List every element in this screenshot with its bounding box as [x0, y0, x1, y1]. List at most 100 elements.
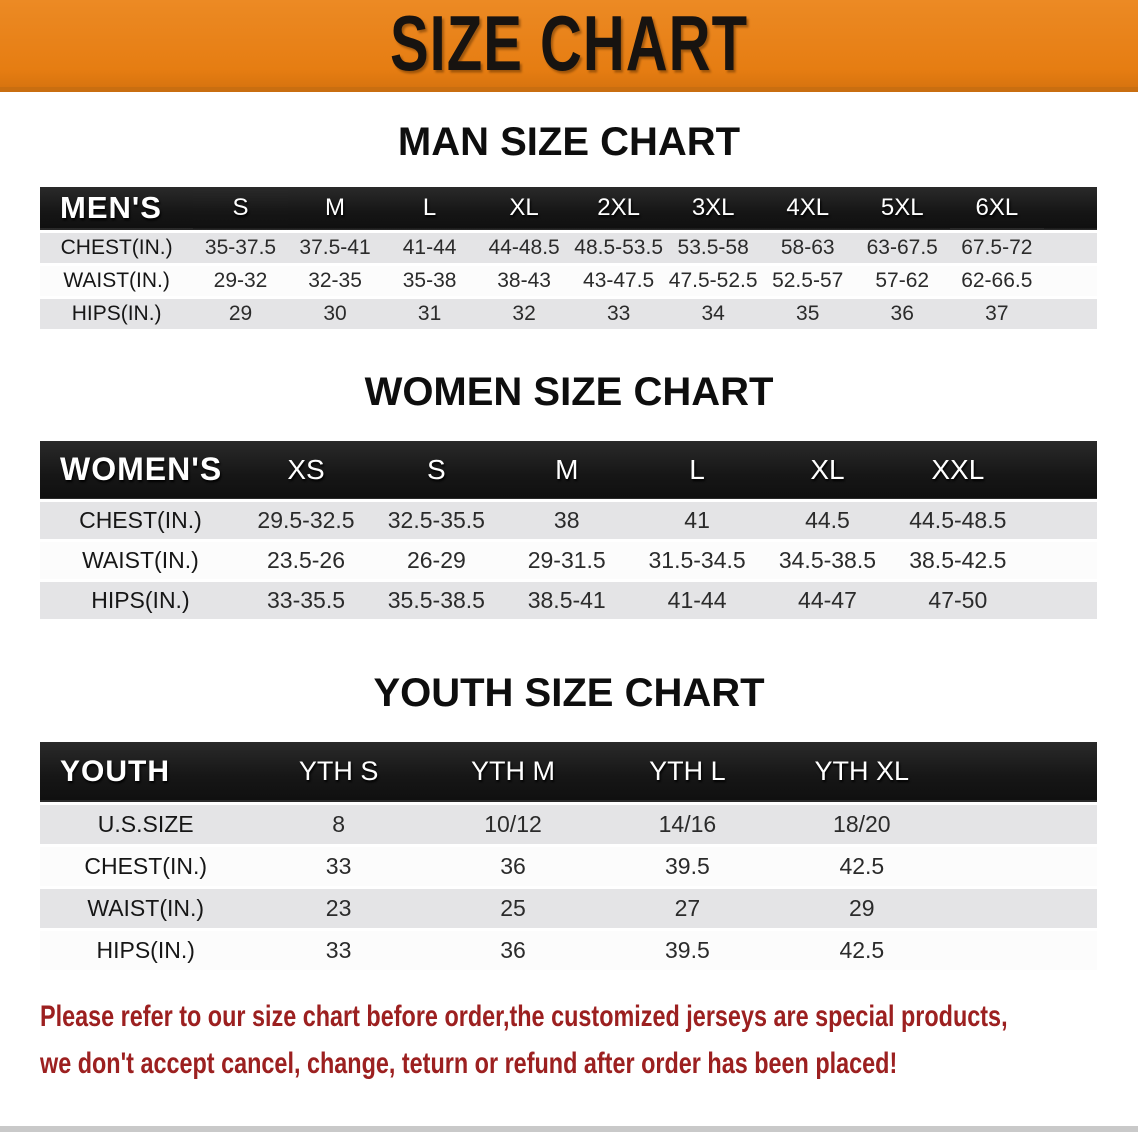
size-value-cell: 47-50 — [928, 587, 988, 613]
size-column-header: 3XL — [691, 194, 735, 222]
size-column-header: M — [325, 194, 346, 222]
size-value-cell: 39.5 — [665, 936, 710, 963]
size-value-cell: 29 — [228, 301, 253, 325]
size-value-cell: 23.5-26 — [267, 547, 346, 573]
spacer-cell — [1044, 187, 1097, 231]
size-column-header: YTH M — [471, 756, 555, 787]
spacer-cell — [1023, 541, 1097, 581]
size-value-cell: 10/12 — [484, 810, 542, 837]
table-row: CHEST(IN.) 33 36 39.5 42.5 — [40, 845, 1097, 887]
size-value-cell: 33 — [606, 301, 631, 325]
disclaimer-line-2: we don't accept cancel, change, teturn o… — [40, 1046, 898, 1080]
size-column-header: L — [422, 194, 437, 222]
size-column-header: L — [689, 453, 705, 485]
size-column-header: XL — [509, 194, 539, 222]
size-value-cell: 14/16 — [658, 810, 717, 837]
size-value-cell: 44.5-48.5 — [909, 507, 1007, 533]
size-column-header: M — [555, 453, 579, 485]
size-value-cell: 35.5-38.5 — [387, 587, 485, 613]
table-corner-label: YOUTH — [60, 754, 170, 788]
size-column-header: S — [232, 194, 249, 222]
size-value-cell: 8 — [332, 810, 345, 837]
size-value-cell: 36 — [890, 301, 914, 325]
size-value-cell: 48.5-53.5 — [574, 235, 664, 259]
size-value-cell: 32.5-35.5 — [387, 507, 485, 533]
size-value-cell: 52.5-57 — [772, 268, 844, 292]
size-value-cell: 62-66.5 — [961, 268, 1033, 292]
size-value-cell: 25 — [500, 894, 526, 921]
size-value-cell: 44.5 — [805, 507, 850, 533]
size-value-cell: 38-43 — [497, 268, 551, 292]
size-column-header: XS — [287, 453, 325, 485]
spacer-cell — [1023, 441, 1097, 501]
youth-chart-title: YOUTH SIZE CHART — [373, 671, 765, 715]
table-header-row: YOUTH YTH S YTH M YTH L YTH XL — [40, 742, 1097, 803]
size-column-header: 2XL — [597, 194, 640, 222]
size-value-cell: 36 — [500, 936, 526, 963]
size-value-cell: 27 — [674, 894, 701, 921]
size-value-cell: 41-44 — [667, 587, 727, 613]
size-value-cell: 33 — [325, 852, 352, 879]
row-label-cell: CHEST(IN.) — [84, 852, 208, 879]
row-label-cell: CHEST(IN.) — [79, 507, 202, 533]
row-label-cell: U.S.SIZE — [97, 810, 194, 837]
size-value-cell: 35 — [796, 301, 820, 325]
men-size-table: MEN'S S M L XL 2XL 3XL 4XL 5XL 6XL CHEST(IN.) 35-3… — [40, 187, 1097, 332]
table-header-row: MEN'S S M L XL 2XL 3XL 4XL 5XL 6XL — [40, 187, 1097, 231]
size-column-header: 4XL — [786, 194, 830, 222]
size-value-cell: 38.5-41 — [527, 587, 606, 613]
size-value-cell: 29.5-32.5 — [257, 507, 355, 533]
size-column-header: YTH L — [649, 756, 726, 787]
table-corner-label: WOMEN'S — [60, 451, 223, 488]
size-value-cell: 42.5 — [839, 936, 885, 963]
spacer-cell — [1044, 297, 1097, 330]
size-value-cell: 30 — [323, 301, 347, 325]
size-value-cell: 43-47.5 — [583, 268, 655, 292]
spacer-cell — [949, 742, 1097, 803]
size-value-cell: 42.5 — [839, 852, 885, 879]
table-corner-label: MEN'S — [60, 190, 162, 226]
table-row: CHEST(IN.) 35-37.5 37.5-41 41-44 44-48.5 48.5… — [40, 231, 1097, 264]
youth-size-table-grid: YOUTH YTH S YTH M YTH L YTH XL U.S.SIZE 8 10/1… — [40, 742, 1097, 973]
spacer-cell — [1023, 501, 1097, 541]
size-value-cell: 37.5-41 — [299, 235, 371, 259]
size-value-cell: 23 — [325, 894, 352, 921]
spacer-cell — [1023, 581, 1097, 621]
spacer-cell — [1044, 264, 1097, 297]
banner-title: SIZE CHART — [390, 0, 748, 88]
size-value-cell: 36 — [500, 852, 526, 879]
table-row: WAIST(IN.) 23.5-26 26-29 29-31.5 31.5-34.5 34… — [40, 540, 1097, 581]
table-header-row: WOMEN'S XS S M L XL XXL — [40, 440, 1097, 501]
size-column-header: 6XL — [975, 194, 1019, 222]
row-label-cell: CHEST(IN.) — [60, 235, 173, 259]
disclaimer-text: Please refer to our size chart before or… — [40, 993, 1138, 1087]
men-size-table-grid: MEN'S S M L XL 2XL 3XL 4XL 5XL 6XL CHEST(IN.) 35-3… — [40, 187, 1097, 332]
men-chart-title: MAN SIZE CHART — [397, 120, 741, 164]
size-value-cell: 44-48.5 — [488, 235, 560, 259]
table-row: U.S.SIZE 8 10/12 14/16 18/20 — [40, 803, 1097, 845]
size-value-cell: 57-62 — [875, 268, 930, 292]
women-size-table-grid: WOMEN'S XS S M L XL XXL CHEST(IN.) 29.5-32.5 32.… — [40, 440, 1097, 623]
size-column-header: 5XL — [880, 194, 924, 222]
size-value-cell: 53.5-58 — [677, 235, 749, 259]
size-value-cell: 29-31.5 — [527, 547, 606, 573]
size-value-cell: 33 — [325, 936, 352, 963]
size-value-cell: 67.5-72 — [961, 235, 1033, 259]
size-value-cell: 31 — [417, 301, 442, 325]
spacer-cell — [949, 887, 1097, 929]
table-row: WAIST(IN.) 23 25 27 29 — [40, 887, 1097, 929]
bottom-divider — [0, 1126, 1138, 1132]
row-label-cell: HIPS(IN.) — [91, 587, 190, 613]
spacer-cell — [949, 845, 1097, 887]
row-label-cell: WAIST(IN.) — [82, 547, 199, 573]
size-value-cell: 32 — [512, 301, 536, 325]
size-value-cell: 34 — [701, 301, 725, 325]
size-value-cell: 63-67.5 — [866, 235, 938, 259]
size-value-cell: 41 — [684, 507, 710, 533]
size-value-cell: 29 — [849, 894, 875, 921]
table-row: HIPS(IN.) 33-35.5 35.5-38.5 38.5-41 41-44 44-… — [40, 580, 1097, 621]
table-row: HIPS(IN.) 33 36 39.5 42.5 — [40, 929, 1097, 971]
size-value-cell: 38.5-42.5 — [909, 547, 1007, 573]
size-column-header: XL — [810, 453, 845, 485]
row-label-cell: HIPS(IN.) — [96, 936, 195, 963]
